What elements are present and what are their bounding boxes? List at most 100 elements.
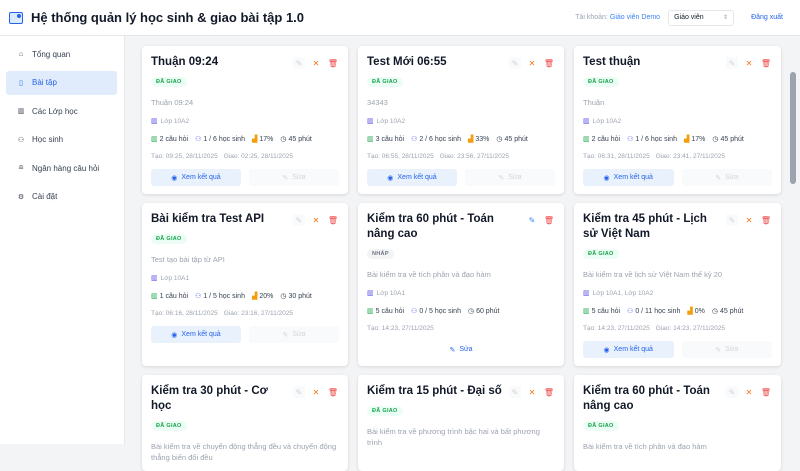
edit-icon[interactable]: ✎ xyxy=(293,214,305,226)
edit-icon[interactable]: ✎ xyxy=(726,57,738,69)
sidebar-item-3[interactable]: ⚇ Học sinh xyxy=(6,128,117,152)
close-icon[interactable]: ✕ xyxy=(312,58,320,68)
sidebar-item-label: Học sinh xyxy=(32,135,64,144)
close-icon[interactable]: ✕ xyxy=(745,387,753,397)
close-icon[interactable]: ✕ xyxy=(745,58,753,68)
completion-percent: 33% xyxy=(475,136,490,143)
view-results-button[interactable]: ◉ Xem kết quả xyxy=(583,169,674,186)
edit-button[interactable]: ✎ Sửa xyxy=(681,341,772,358)
duration: 45 phút xyxy=(288,136,312,143)
status-badge: ĐÃ GIAO xyxy=(151,234,187,244)
card-description: Thuận xyxy=(583,98,605,107)
view-results-button[interactable]: ◉ Xem kết quả xyxy=(367,169,457,186)
book-open-icon: ▥ xyxy=(583,308,590,315)
edit-icon[interactable]: ✎ xyxy=(509,386,521,398)
users-icon: ⚇ xyxy=(627,308,634,315)
assignment-card: Kiểm tra 15 phút - Đại số ✎ ✕ 🗑 ĐÃ GIAO Bà… xyxy=(358,375,564,471)
question-count: 5 câu hỏi xyxy=(375,308,405,315)
app-title: Hệ thống quản lý học sinh & giao bài tập… xyxy=(31,10,305,25)
book-icon: ▥ xyxy=(367,290,374,297)
student-count: 1 / 6 học sinh xyxy=(635,136,677,143)
completion-percent: 0% xyxy=(694,308,705,315)
role-value: Giáo viên xyxy=(674,14,704,21)
card-description: Bài kiểm tra về tích phân và đạo hàm xyxy=(583,442,707,451)
edit-icon: ✎ xyxy=(282,331,289,339)
question-count: 1 câu hỏi xyxy=(159,293,189,300)
edit-icon[interactable]: ✎ xyxy=(726,386,738,398)
sidebar-item-1[interactable]: ▯ Bài tập xyxy=(6,70,117,95)
edit-label: Sửa xyxy=(725,174,739,181)
view-results-label: Xem kết quả xyxy=(397,174,437,181)
trash-icon[interactable]: 🗑 xyxy=(327,387,339,397)
sidebar-item-0[interactable]: ⌂ Tổng quan xyxy=(6,42,117,66)
scrollbar[interactable] xyxy=(790,72,796,184)
close-icon[interactable]: ✕ xyxy=(745,215,753,225)
assigned-date: Giao: 02:25, 28/11/2025 xyxy=(223,153,294,160)
close-icon[interactable]: ✕ xyxy=(312,387,320,397)
question-count: 3 câu hỏi xyxy=(375,136,405,143)
view-results-button[interactable]: ◉ Xem kết quả xyxy=(583,341,674,358)
card-title: Kiểm tra 45 phút - Lịch sử Việt Nam xyxy=(583,213,707,240)
student-count: 1 / 6 học sinh xyxy=(203,136,245,143)
trash-icon[interactable]: 🗑 xyxy=(543,58,555,68)
sidebar-item-label: Các Lớp học xyxy=(32,106,78,116)
edit-button[interactable]: ✎ Sửa xyxy=(681,169,772,186)
edit-icon[interactable]: ✎ xyxy=(293,57,305,69)
logout-link[interactable]: Đăng xuất xyxy=(751,14,783,21)
role-select[interactable]: Giáo viên ⇕ xyxy=(668,9,735,26)
sidebar-item-4[interactable]: ≘ Ngân hàng câu hỏi xyxy=(6,156,117,180)
question-count: 5 câu hỏi xyxy=(591,308,621,315)
sidebar-item-label: Tổng quan xyxy=(32,49,71,59)
edit-label: Sửa xyxy=(459,346,473,353)
student-count: 0 / 5 học sinh xyxy=(419,308,461,315)
account-label: Tài khoản: xyxy=(575,14,608,21)
book-icon: ▥ xyxy=(367,118,374,125)
edit-icon[interactable]: ✎ xyxy=(293,386,305,398)
home-icon: ⌂ xyxy=(18,50,24,58)
card-description: Bài kiểm tra về lịch sử Việt Nam thế kỷ … xyxy=(583,270,723,279)
trash-icon[interactable]: 🗑 xyxy=(543,215,555,225)
close-icon[interactable]: ✕ xyxy=(312,215,320,225)
edit-label: Sửa xyxy=(292,174,306,181)
users-icon: ⚇ xyxy=(411,136,418,143)
trash-icon[interactable]: 🗑 xyxy=(543,387,555,397)
edit-icon[interactable]: ✎ xyxy=(509,57,521,69)
duration: 30 phút xyxy=(288,293,312,300)
edit-icon[interactable]: ✎ xyxy=(528,215,536,225)
eye-icon: ◉ xyxy=(603,346,610,354)
eye-icon: ◉ xyxy=(603,174,610,182)
trash-icon[interactable]: 🗑 xyxy=(760,387,772,397)
duration: 45 phút xyxy=(720,136,744,143)
sidebar-item-2[interactable]: ▥ Các Lớp học xyxy=(6,99,117,123)
chart-icon: ▟ xyxy=(683,136,690,143)
edit-label: Sửa xyxy=(725,346,739,353)
eye-icon: ◉ xyxy=(171,331,178,339)
trash-icon[interactable]: 🗑 xyxy=(760,58,772,68)
question-count: 2 câu hỏi xyxy=(159,136,189,143)
edit-button[interactable]: ✎ Sửa xyxy=(249,169,339,186)
sidebar-item-label: Cài đặt xyxy=(32,192,58,201)
sidebar-item-5[interactable]: ⚙ Cài đặt xyxy=(6,185,117,209)
view-results-label: Xem kết quả xyxy=(181,174,221,181)
edit-button[interactable]: ✎ Sửa xyxy=(249,326,339,343)
assignment-card: Kiểm tra 60 phút - Toán nâng cao ✎ 🗑 NHÁP… xyxy=(358,203,564,366)
view-results-button[interactable]: ◉ Xem kết quả xyxy=(151,326,241,343)
edit-icon[interactable]: ✎ xyxy=(726,214,738,226)
view-results-button[interactable]: ◉ Xem kết quả xyxy=(151,169,241,186)
account-name[interactable]: Giáo viên Demo xyxy=(609,14,661,21)
completion-percent: 17% xyxy=(259,136,274,143)
assignment-card: Kiểm tra 60 phút - Toán nâng cao ✎ ✕ 🗑 ĐÃ … xyxy=(574,375,781,471)
trash-icon[interactable]: 🗑 xyxy=(327,58,339,68)
close-icon[interactable]: ✕ xyxy=(528,58,536,68)
trash-icon[interactable]: 🗑 xyxy=(760,215,772,225)
book-icon: ▥ xyxy=(17,108,25,115)
created-date: Tạo: 14:23, 27/11/2025 xyxy=(583,325,650,332)
question-count: 2 câu hỏi xyxy=(591,136,621,143)
assignment-card: Kiểm tra 45 phút - Lịch sử Việt Nam ✎ ✕ 🗑 … xyxy=(574,203,781,366)
student-count: 2 / 6 học sinh xyxy=(419,136,461,143)
users-icon: ⚇ xyxy=(195,293,202,300)
edit-button[interactable]: ✎ Sửa xyxy=(465,169,555,186)
trash-icon[interactable]: 🗑 xyxy=(327,215,339,225)
close-icon[interactable]: ✕ xyxy=(528,387,536,397)
edit-button[interactable]: ✎ Sửa xyxy=(449,341,472,358)
